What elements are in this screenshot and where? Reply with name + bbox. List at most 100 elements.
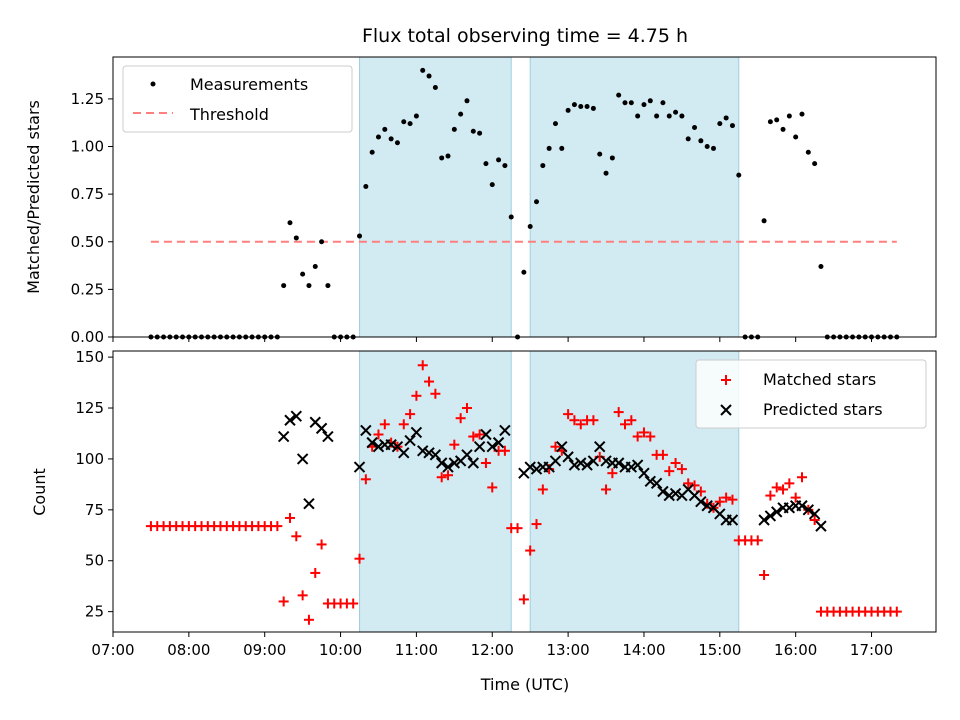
- matched-point: [430, 388, 441, 399]
- predicted-point: [549, 455, 562, 467]
- measurement-point: [710, 145, 716, 151]
- matched-point: [461, 403, 472, 414]
- measurement-point: [540, 163, 546, 169]
- predicted-point-b: [315, 422, 328, 435]
- predicted-point-b: [410, 426, 423, 439]
- predicted-point-b: [644, 475, 656, 488]
- matched-point: [575, 419, 586, 430]
- matched-point: [348, 598, 359, 609]
- predicted-point: [663, 489, 675, 502]
- top-legend-box: [122, 65, 353, 133]
- measurement-point: [723, 115, 729, 121]
- predicted-point-b: [492, 436, 505, 449]
- predicted-point: [562, 451, 574, 463]
- predicted-point-b: [701, 500, 713, 512]
- predicted-point: [701, 500, 713, 512]
- matched-point: [891, 606, 902, 617]
- predicted-point-b: [726, 514, 739, 526]
- bottom-legend-box: [695, 359, 927, 429]
- measurement-point: [578, 104, 584, 110]
- predicted-point-b: [290, 410, 303, 422]
- matched-point: [487, 482, 498, 493]
- x-tick-label: 16:00: [774, 641, 817, 659]
- matched-point: [525, 545, 536, 556]
- predicted-point: [467, 457, 480, 469]
- predicted-point: [594, 440, 606, 453]
- predicted-point: [303, 498, 315, 510]
- measurement-point: [420, 67, 426, 73]
- matched-point: [588, 415, 599, 426]
- measurement-point: [590, 105, 596, 111]
- matched-point: [714, 496, 725, 507]
- predicted-point: [758, 514, 770, 526]
- y-tick-label: 0.75: [71, 185, 104, 203]
- matched-point: [626, 415, 637, 426]
- measurement-point: [464, 98, 470, 104]
- predicted-point-b: [486, 440, 498, 453]
- predicted-point-b: [688, 489, 701, 502]
- predicted-point-b: [581, 459, 593, 471]
- legend-predicted-label: Predicted stars: [763, 400, 883, 419]
- y-tick-label: 125: [75, 399, 104, 417]
- predicted-point-b: [499, 424, 511, 437]
- legend-matched-label: Matched stars: [763, 370, 876, 389]
- measurement-point: [647, 98, 653, 104]
- predicted-point: [587, 455, 600, 467]
- predicted-point-b: [473, 440, 486, 453]
- matched-point: [727, 494, 738, 505]
- predicted-point-b: [372, 440, 385, 453]
- predicted-point-b: [423, 447, 435, 459]
- predicted-point-b: [631, 459, 644, 471]
- top-y-axis-label: Matched/Predicted stars: [24, 100, 43, 294]
- predicted-point: [669, 487, 682, 500]
- predicted-point: [556, 440, 568, 453]
- measurement-points: [148, 67, 900, 340]
- measurement-point: [692, 124, 698, 130]
- matched-point: [620, 419, 631, 430]
- predicted-point: [284, 414, 296, 426]
- predicted-point-b: [429, 449, 442, 461]
- predicted-point-b: [398, 447, 410, 459]
- predicted-point: [290, 410, 303, 422]
- measurement-point: [527, 224, 533, 230]
- measurement-point: [729, 123, 735, 129]
- matched-point: [550, 441, 561, 452]
- predicted-point: [625, 461, 638, 473]
- predicted-point: [695, 495, 707, 508]
- y-tick-label: 0.25: [71, 280, 104, 298]
- measurement-point: [786, 113, 792, 119]
- predicted-point-b: [657, 485, 669, 498]
- predicted-point: [429, 449, 442, 461]
- measurement-point: [641, 102, 647, 108]
- measurement-point: [761, 218, 767, 224]
- predicted-point: [581, 459, 593, 471]
- predicted-point-b: [549, 455, 562, 467]
- measurement-point: [635, 113, 641, 119]
- measurement-point: [736, 172, 742, 178]
- measurement-point: [477, 130, 483, 136]
- legend-threshold-label: Threshold: [189, 105, 269, 124]
- matched-point: [379, 419, 390, 430]
- measurement-point: [363, 184, 369, 190]
- predicted-point: [631, 459, 644, 471]
- matched-point: [809, 515, 820, 526]
- bottom-y-ticks: 25 50 75 100 125 150: [75, 348, 113, 621]
- matched-point: [638, 427, 649, 438]
- predicted-point: [322, 430, 334, 443]
- y-tick-label: 1.25: [71, 90, 104, 108]
- x-tick-label: 08:00: [167, 641, 210, 659]
- top-y-ticks: 0.00 0.25 0.50 0.75 1.00 1.25: [71, 90, 113, 346]
- measurement-point: [698, 138, 704, 144]
- top-chart-title: Flux total observing time = 4.75 h: [362, 25, 688, 47]
- measurement-point: [818, 264, 824, 270]
- measurement-point: [534, 199, 540, 205]
- predicted-point-b: [303, 498, 315, 510]
- matched-point: [790, 492, 801, 503]
- predicted-point: [296, 453, 309, 465]
- measurement-point: [483, 161, 489, 167]
- measurement-point: [546, 145, 552, 151]
- predicted-point-b: [480, 428, 492, 441]
- y-tick-label: 1.00: [71, 138, 104, 156]
- x-tick-label: 09:00: [243, 641, 286, 659]
